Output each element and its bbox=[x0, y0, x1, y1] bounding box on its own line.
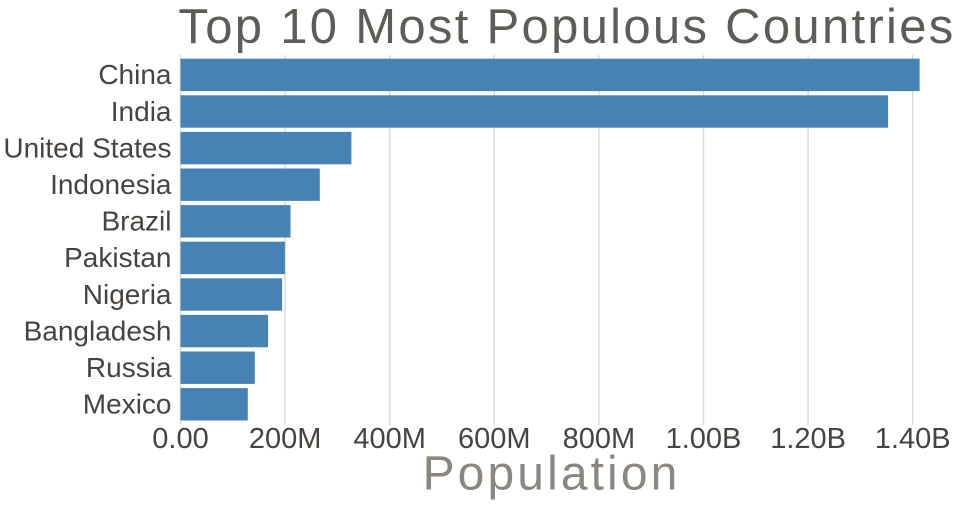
svg-text:1.20B: 1.20B bbox=[770, 423, 846, 455]
svg-text:600M: 600M bbox=[458, 423, 531, 455]
svg-text:Nigeria: Nigeria bbox=[83, 279, 172, 310]
svg-text:400M: 400M bbox=[353, 423, 426, 455]
svg-text:Bangladesh: Bangladesh bbox=[24, 315, 172, 346]
svg-text:Brazil: Brazil bbox=[101, 206, 171, 237]
svg-text:Population: Population bbox=[423, 448, 681, 501]
svg-text:Top 10 Most Populous Countries: Top 10 Most Populous Countries bbox=[178, 0, 955, 54]
svg-text:1.00B: 1.00B bbox=[666, 423, 742, 455]
svg-text:India: India bbox=[111, 96, 172, 127]
svg-text:200M: 200M bbox=[249, 423, 322, 455]
svg-text:United States: United States bbox=[3, 132, 171, 163]
svg-text:800M: 800M bbox=[563, 423, 636, 455]
svg-text:1.40B: 1.40B bbox=[875, 423, 951, 455]
svg-text:China: China bbox=[98, 59, 172, 90]
svg-text:Mexico: Mexico bbox=[83, 389, 172, 420]
svg-text:Russia: Russia bbox=[86, 352, 172, 383]
svg-text:Indonesia: Indonesia bbox=[50, 169, 172, 200]
svg-text:Pakistan: Pakistan bbox=[64, 242, 171, 273]
svg-text:0.00: 0.00 bbox=[152, 423, 208, 455]
